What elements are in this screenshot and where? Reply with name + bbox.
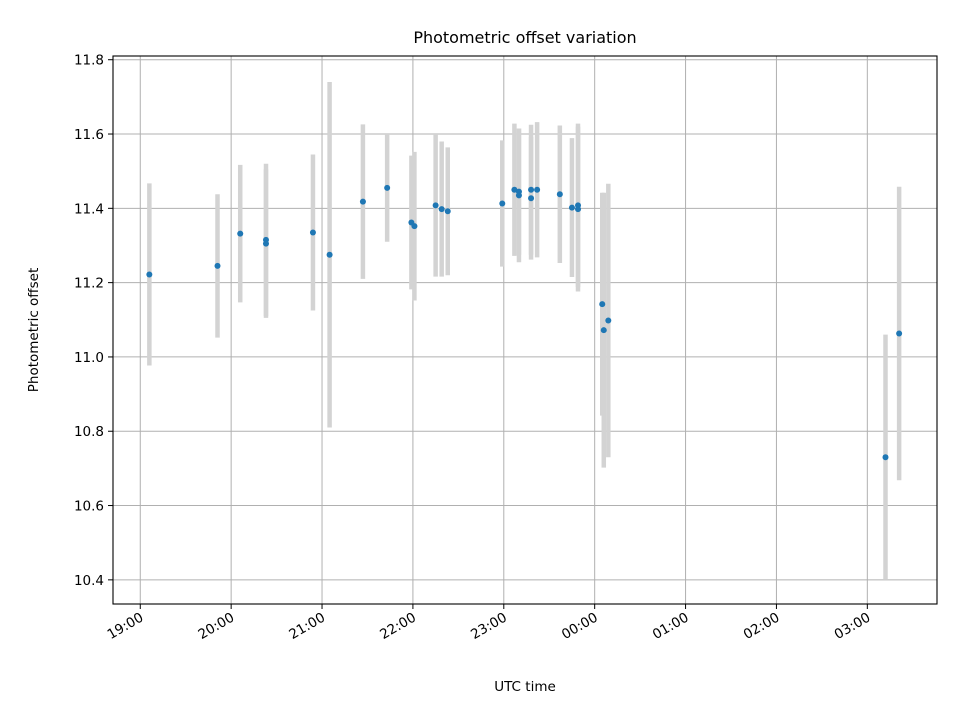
y-tick-label: 10.8 (74, 424, 104, 440)
grid (113, 56, 937, 604)
data-point (528, 186, 535, 193)
data-points (146, 184, 903, 461)
data-point (599, 301, 606, 308)
data-point (534, 186, 541, 193)
plot-frame (112, 55, 938, 605)
chart-title: Photometric offset variation (413, 28, 636, 47)
y-tick-label: 11.6 (74, 127, 104, 143)
y-tick-label: 11.0 (74, 350, 104, 366)
data-point (359, 198, 366, 205)
data-point (214, 262, 221, 269)
data-point (444, 208, 451, 215)
data-point (600, 327, 607, 334)
y-tick-label: 10.6 (74, 499, 104, 515)
data-point (568, 204, 575, 211)
data-point (515, 192, 522, 199)
data-point (432, 202, 439, 209)
data-point (575, 206, 582, 213)
data-point (326, 251, 333, 258)
data-point (499, 200, 506, 207)
data-point (511, 186, 518, 193)
data-point (882, 454, 889, 461)
y-tick-label: 11.4 (74, 201, 104, 217)
data-point (605, 317, 612, 324)
data-point (384, 184, 391, 191)
data-point (309, 229, 316, 236)
data-point (556, 191, 563, 198)
data-point (411, 223, 418, 230)
x-axis-label: UTC time (494, 679, 556, 695)
y-tick-label: 10.4 (74, 573, 104, 589)
data-point (528, 195, 535, 202)
y-tick-label: 11.8 (74, 53, 104, 69)
y-tick-label: 11.2 (74, 276, 104, 292)
data-point (146, 271, 153, 278)
data-point (237, 230, 244, 237)
data-point (438, 206, 445, 213)
data-point (896, 330, 903, 337)
data-point (262, 240, 269, 247)
y-axis-label: Photometric offset (26, 268, 42, 392)
